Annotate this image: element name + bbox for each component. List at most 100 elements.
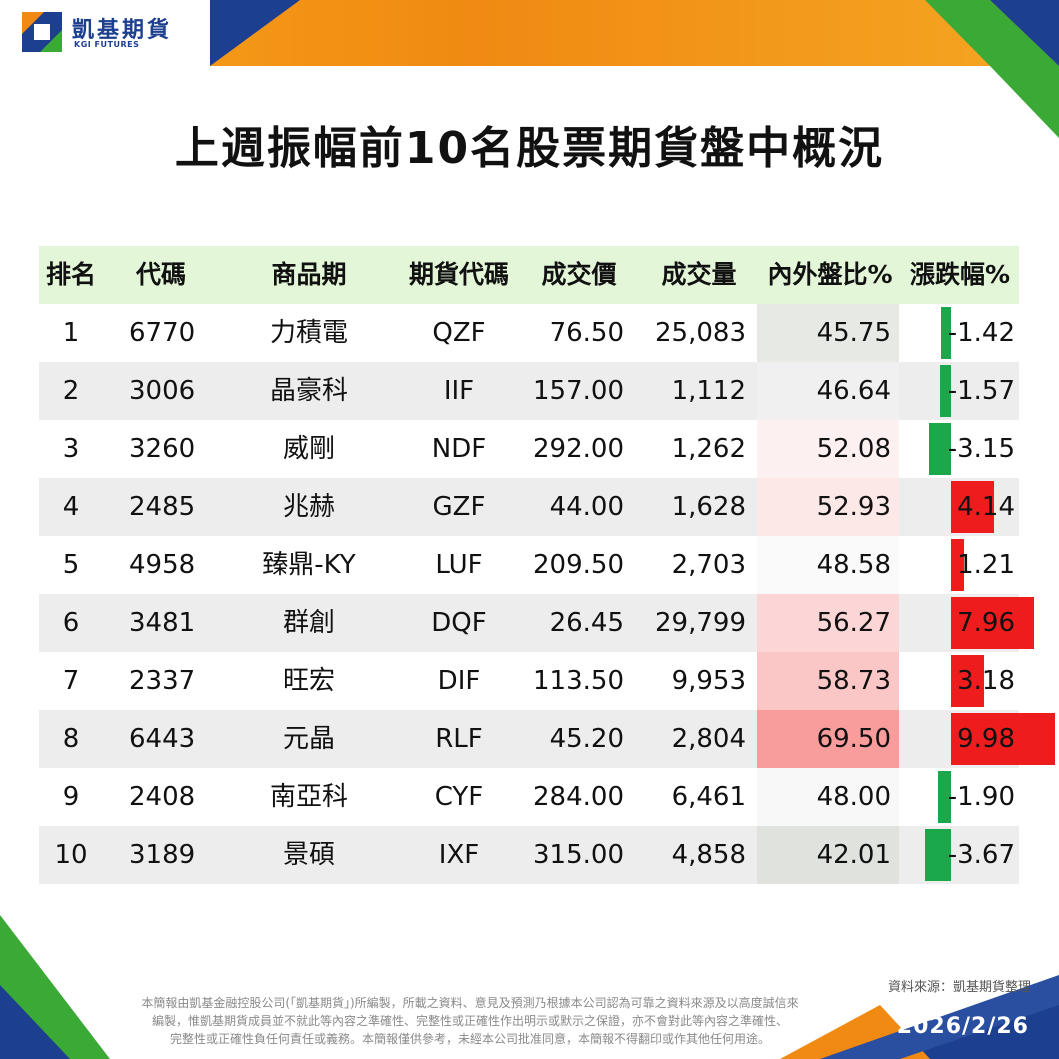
change-bar <box>951 481 995 533</box>
price-cell-text: 45.20 <box>549 724 624 754</box>
name-cell-text: 景碩 <box>282 840 335 870</box>
disclaimer-line: 本簡報由凱基金融控股公司(「凱基期貨」)所編製，所載之資料、意見及預測乃根據本公… <box>141 996 799 1010</box>
price-cell: 292.00 <box>524 420 624 478</box>
ratio-cell-text: 69.50 <box>816 724 891 754</box>
name-cell-text: 兆赫 <box>282 492 335 522</box>
name-cell: 兆赫 <box>239 478 379 536</box>
volume-cell-text: 29,799 <box>655 608 746 638</box>
ratio-heat-cell <box>757 362 899 420</box>
rank-cell: 2 <box>39 362 103 420</box>
futures-code-cell-text: CYF <box>434 782 484 812</box>
volume-cell: 4,858 <box>639 826 746 884</box>
change-cell: 3.18 <box>901 652 1019 710</box>
name-cell: 元晶 <box>239 710 379 768</box>
rank-cell-text: 9 <box>62 782 80 812</box>
price-cell-text: 113.50 <box>533 666 624 696</box>
name-cell-text: 旺宏 <box>282 666 335 696</box>
name-cell-text: 南亞科 <box>269 782 348 812</box>
ratio-cell: 58.73 <box>757 652 899 710</box>
code-cell-text: 3260 <box>129 434 196 464</box>
futures-code-cell: NDF <box>394 420 524 478</box>
price-cell: 44.00 <box>524 478 624 536</box>
change-cell-text: 1.21 <box>957 550 1015 580</box>
rank-cell: 1 <box>39 304 103 362</box>
rank-cell-text: 3 <box>62 434 80 464</box>
code-cell-text: 6443 <box>129 724 196 754</box>
price-cell-text: 157.00 <box>533 376 624 406</box>
name-cell: 威剛 <box>239 420 379 478</box>
data-table: 排名 代碼 商品期 期貨代碼 成交價 成交量 內外盤比% 漲跌幅% 1 6770 力… <box>39 246 1055 884</box>
volume-cell-text: 6,461 <box>671 782 746 812</box>
futures-code-cell: IIF <box>394 362 524 420</box>
rank-cell: 4 <box>39 478 103 536</box>
change-cell: -3.15 <box>901 420 1019 478</box>
table-row: 7 2337 旺宏 DIF 113.50 9,953 58.73 3.18 <box>39 652 1019 710</box>
data-source: 資料來源：凱基期貨整理 <box>887 980 1031 995</box>
name-cell: 群創 <box>239 594 379 652</box>
name-cell-text: 晶豪科 <box>269 376 348 406</box>
change-cell: 7.96 <box>901 594 1019 652</box>
change-cell-text: -1.42 <box>947 318 1015 348</box>
futures-code-cell: RLF <box>394 710 524 768</box>
code-cell: 3260 <box>129 420 219 478</box>
volume-cell: 1,262 <box>639 420 746 478</box>
ratio-cell-text: 45.75 <box>816 318 891 348</box>
ratio-cell: 45.75 <box>757 304 899 362</box>
code-cell: 3481 <box>129 594 219 652</box>
volume-cell-text: 25,083 <box>655 318 746 348</box>
rank-cell-text: 1 <box>62 318 80 348</box>
price-cell: 76.50 <box>524 304 624 362</box>
table-row: 2 3006 晶豪科 IIF 157.00 1,112 46.64 -1.57 <box>39 362 1019 420</box>
change-cell: 9.98 <box>901 710 1019 768</box>
change-cell-text: 4.14 <box>957 492 1015 522</box>
ratio-heat-cell <box>757 826 899 884</box>
ratio-cell: 56.27 <box>757 594 899 652</box>
ratio-heat-cell <box>757 478 899 536</box>
code-cell: 2485 <box>129 478 219 536</box>
code-cell-text: 2485 <box>129 492 196 522</box>
change-cell-text: 7.96 <box>957 608 1015 638</box>
rank-cell: 6 <box>39 594 103 652</box>
header-price: 成交價 <box>541 260 617 289</box>
futures-code-cell: LUF <box>394 536 524 594</box>
price-cell: 26.45 <box>524 594 624 652</box>
volume-cell: 9,953 <box>639 652 746 710</box>
header-futures-code: 期貨代碼 <box>408 260 509 289</box>
volume-cell: 1,112 <box>639 362 746 420</box>
volume-cell-text: 2,804 <box>671 724 746 754</box>
futures-code-cell-text: LUF <box>435 550 483 580</box>
futures-code-cell-text: GZF <box>432 492 486 522</box>
price-cell: 315.00 <box>524 826 624 884</box>
brand-name-zh: 凱基期貨 <box>72 18 173 43</box>
footer-decoration <box>0 915 1059 1059</box>
change-cell: -1.57 <box>901 362 1019 420</box>
name-cell: 晶豪科 <box>239 362 379 420</box>
price-cell-text: 76.50 <box>549 318 624 348</box>
volume-cell-text: 1,112 <box>671 376 746 406</box>
rank-cell: 5 <box>39 536 103 594</box>
price-cell: 45.20 <box>524 710 624 768</box>
header-change: 漲跌幅% <box>909 260 1011 289</box>
volume-cell: 1,628 <box>639 478 746 536</box>
change-cell-text: -3.15 <box>947 434 1015 464</box>
change-bar <box>951 655 985 707</box>
price-cell: 284.00 <box>524 768 624 826</box>
name-cell-text: 臻鼎-KY <box>262 550 356 580</box>
ratio-cell-text: 52.93 <box>816 492 891 522</box>
kgi-logo-icon <box>22 12 62 52</box>
table-row: 6 3481 群創 DQF 26.45 29,799 56.27 7.96 <box>39 594 1034 652</box>
header-code: 代碼 <box>136 260 187 289</box>
volume-cell: 25,083 <box>639 304 746 362</box>
price-cell-text: 292.00 <box>533 434 624 464</box>
name-cell: 旺宏 <box>239 652 379 710</box>
rank-cell: 10 <box>39 826 103 884</box>
ratio-cell-text: 56.27 <box>816 608 891 638</box>
price-cell: 209.50 <box>524 536 624 594</box>
name-cell: 臻鼎-KY <box>239 536 379 594</box>
code-cell: 2337 <box>129 652 219 710</box>
ratio-cell-text: 52.08 <box>816 434 891 464</box>
change-cell: -1.42 <box>901 304 1019 362</box>
futures-code-cell-text: DQF <box>431 608 487 638</box>
header-rank: 排名 <box>45 260 96 289</box>
code-cell-text: 6770 <box>129 318 196 348</box>
